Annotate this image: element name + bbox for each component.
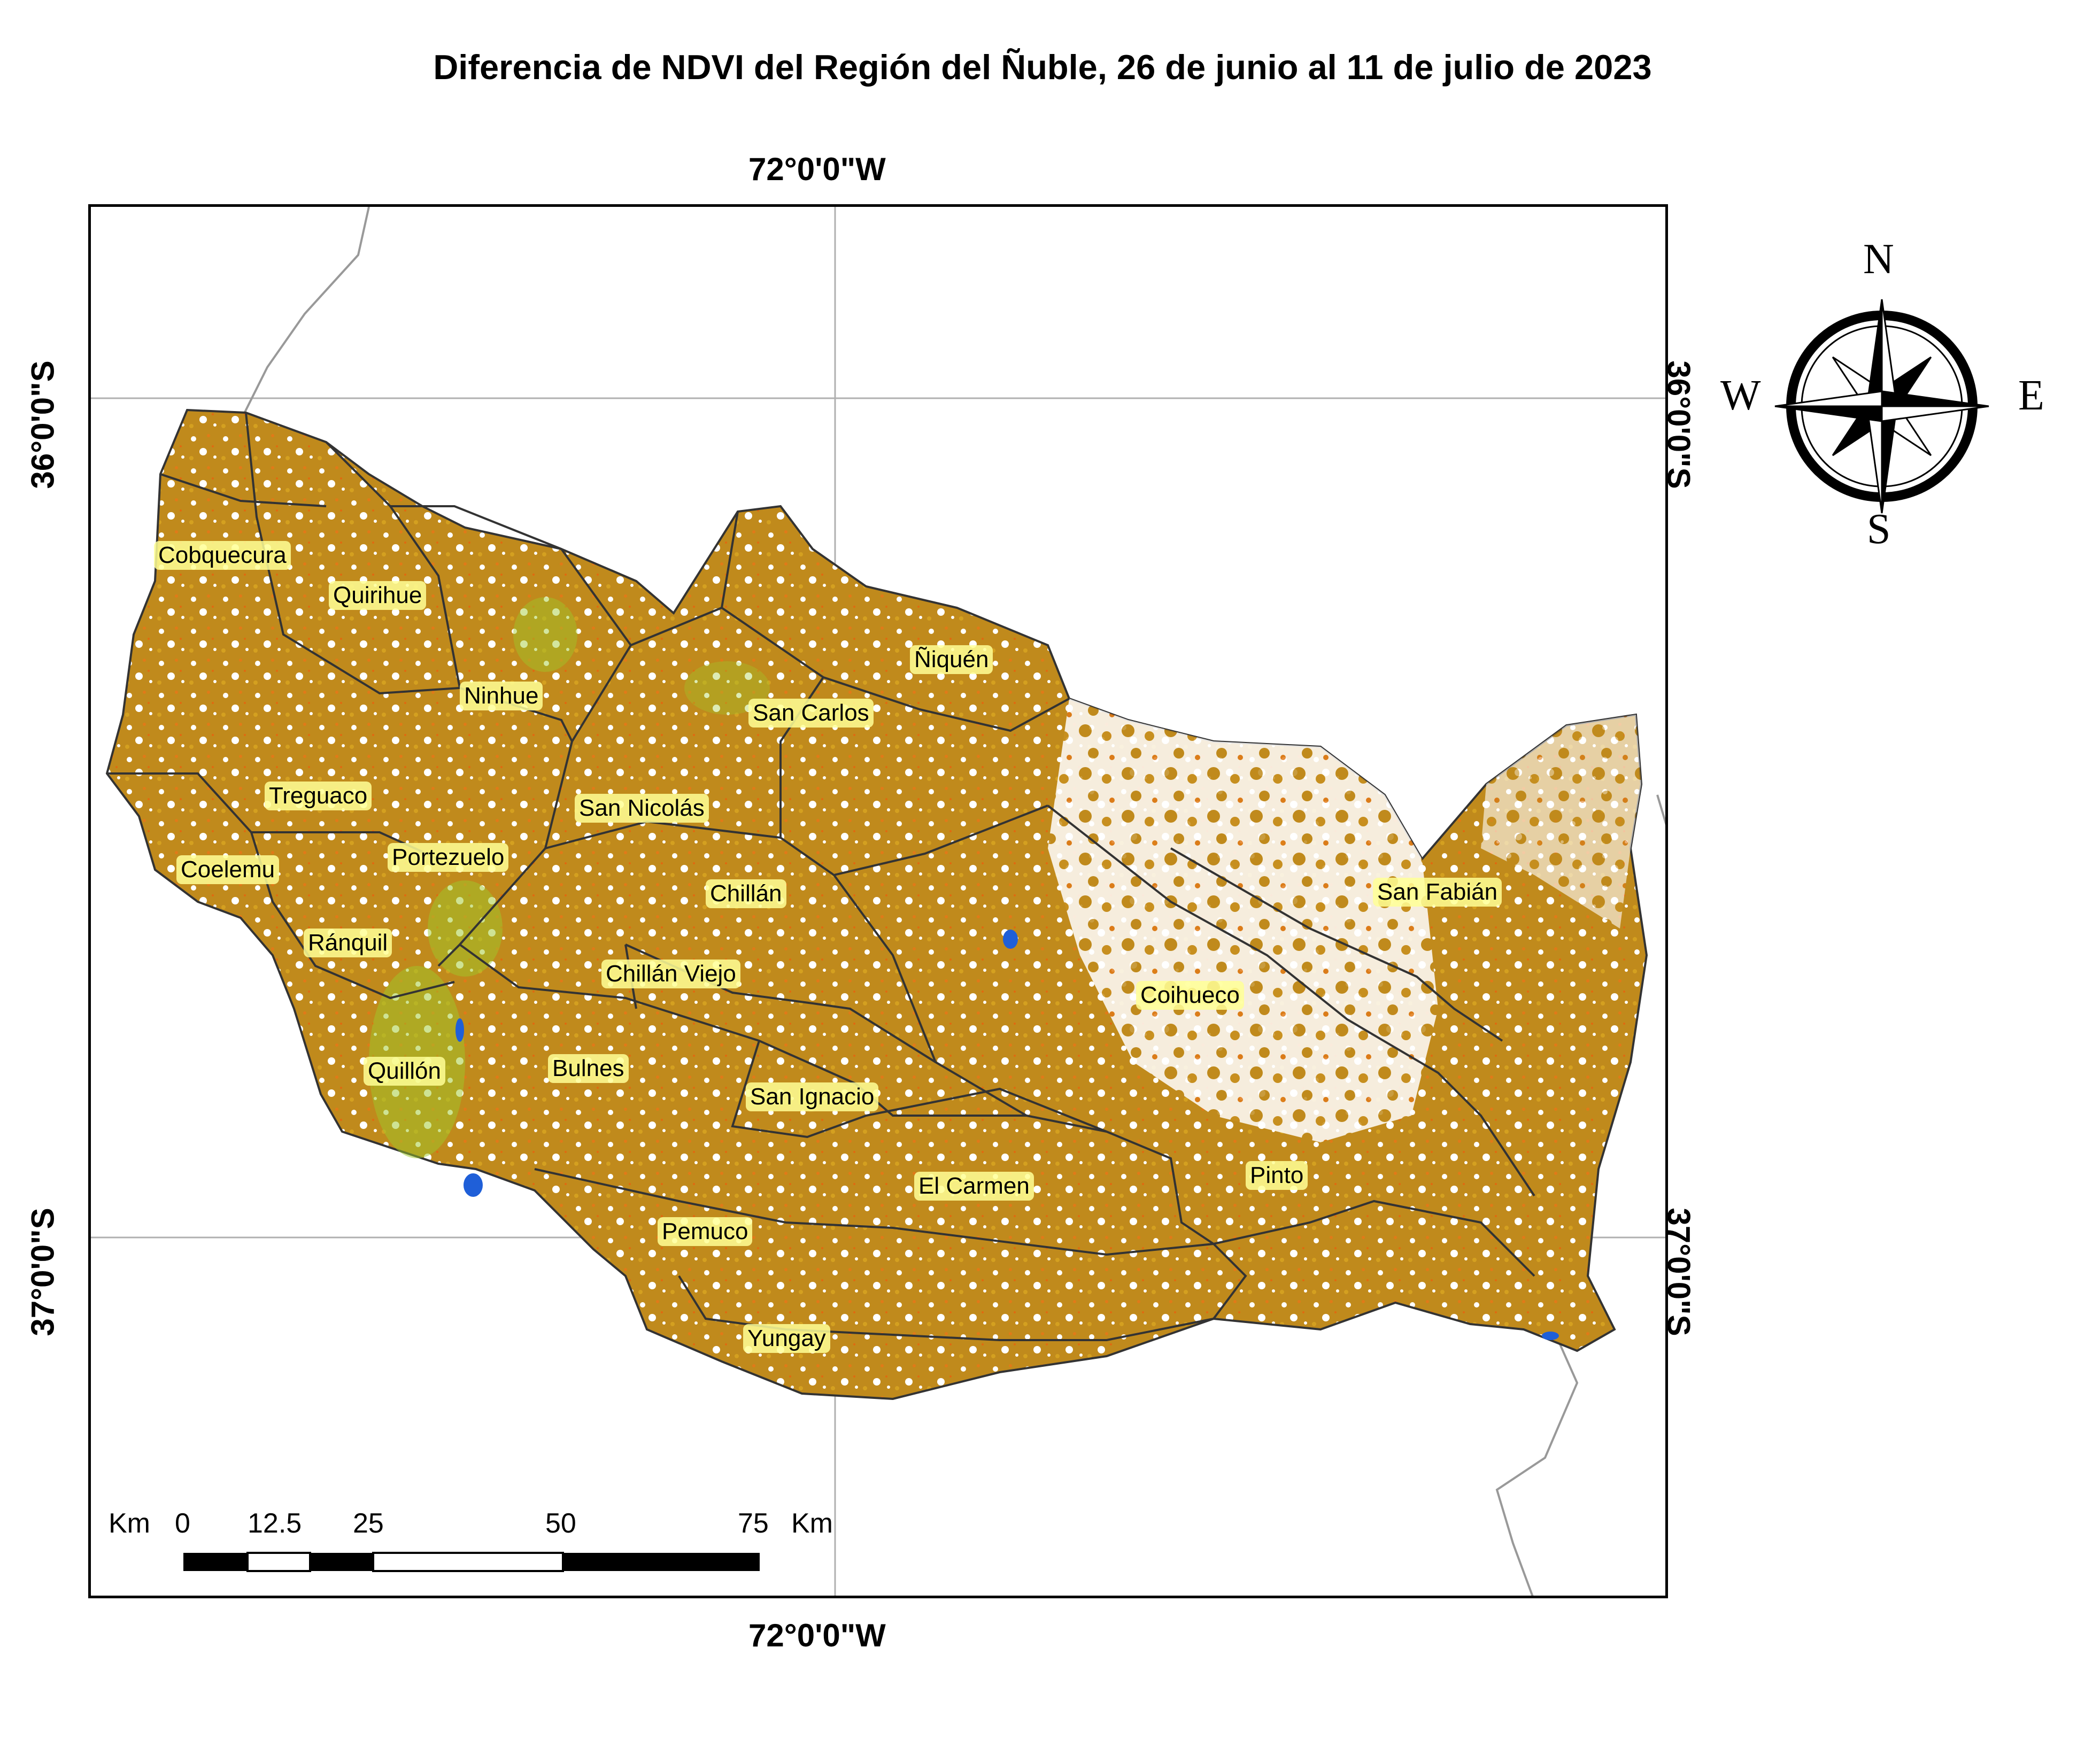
scale-bar-graphic xyxy=(183,1552,760,1572)
scale-tick: 0 xyxy=(175,1508,190,1539)
scale-bar: Km 0 12.5 25 50 75 Km xyxy=(104,1507,853,1582)
commune-label: Chillán Viejo xyxy=(601,960,740,988)
neighbour-boundary xyxy=(1495,1334,1579,1596)
compass-south: S xyxy=(1867,506,1891,553)
commune-label: Treguaco xyxy=(265,782,372,810)
map-title: Diferencia de NDVI del Región del Ñuble,… xyxy=(433,48,1652,87)
ndvi-map xyxy=(91,207,1665,1596)
compass-star-icon xyxy=(1774,299,1989,514)
map-frame: Cobquecura Quirihue Ninhue Ñiquén San Ca… xyxy=(88,204,1668,1598)
region-nuble xyxy=(105,408,1648,1401)
compass-rose: N S E W xyxy=(1720,235,2044,556)
water-body xyxy=(455,1018,464,1042)
longitude-label-bottom: 72°0'0"W xyxy=(748,1618,886,1653)
commune-label: Ninhue xyxy=(460,682,543,710)
commune-label: Bulnes xyxy=(548,1054,629,1083)
green-patch xyxy=(513,597,577,672)
commune-label: Pemuco xyxy=(658,1217,753,1246)
scale-unit-left: Km xyxy=(109,1508,150,1539)
longitude-label-top: 72°0'0"W xyxy=(748,151,886,187)
latitude-label-37-left: 37°0'0"S xyxy=(25,1208,61,1336)
commune-label: Ránquil xyxy=(304,929,392,957)
scale-tick: 75 xyxy=(738,1508,769,1539)
scale-unit-right: Km xyxy=(791,1508,833,1539)
latitude-label-36-left: 36°0'0"S xyxy=(25,360,61,489)
commune-label: Yungay xyxy=(743,1324,830,1353)
commune-label: Quirihue xyxy=(329,581,427,610)
compass-west: W xyxy=(1720,372,1761,419)
commune-label: Chillán xyxy=(706,879,786,908)
commune-label: Coihueco xyxy=(1136,981,1244,1010)
commune-label: El Carmen xyxy=(914,1172,1034,1201)
neighbour-boundary xyxy=(1656,794,1665,825)
commune-label: Coelemu xyxy=(176,855,280,884)
compass-north: N xyxy=(1863,236,1894,283)
green-patch xyxy=(428,880,503,977)
commune-label: Cobquecura xyxy=(154,541,291,570)
commune-label: Pinto xyxy=(1246,1161,1308,1190)
commune-label: San Carlos xyxy=(748,699,874,728)
neighbour-boundary xyxy=(240,207,370,421)
scale-tick: 50 xyxy=(545,1508,576,1539)
commune-label: San Fabián xyxy=(1373,878,1502,907)
water-body xyxy=(464,1173,483,1197)
commune-label: Ñiquén xyxy=(910,645,993,674)
commune-label: Quillón xyxy=(364,1057,445,1086)
scale-tick: 25 xyxy=(353,1508,384,1539)
commune-label: Portezuelo xyxy=(388,843,509,872)
commune-boundaries xyxy=(107,412,1535,1341)
commune-label: San Ignacio xyxy=(746,1082,879,1111)
compass-east: E xyxy=(2018,372,2044,419)
water-body xyxy=(1003,930,1018,949)
commune-label: San Nicolás xyxy=(575,794,709,823)
scale-tick: 12.5 xyxy=(248,1508,302,1539)
san-fabian-sparse-area xyxy=(1481,715,1641,929)
coihueco-sparse-area xyxy=(1048,699,1438,1142)
water-body xyxy=(1542,1332,1559,1340)
